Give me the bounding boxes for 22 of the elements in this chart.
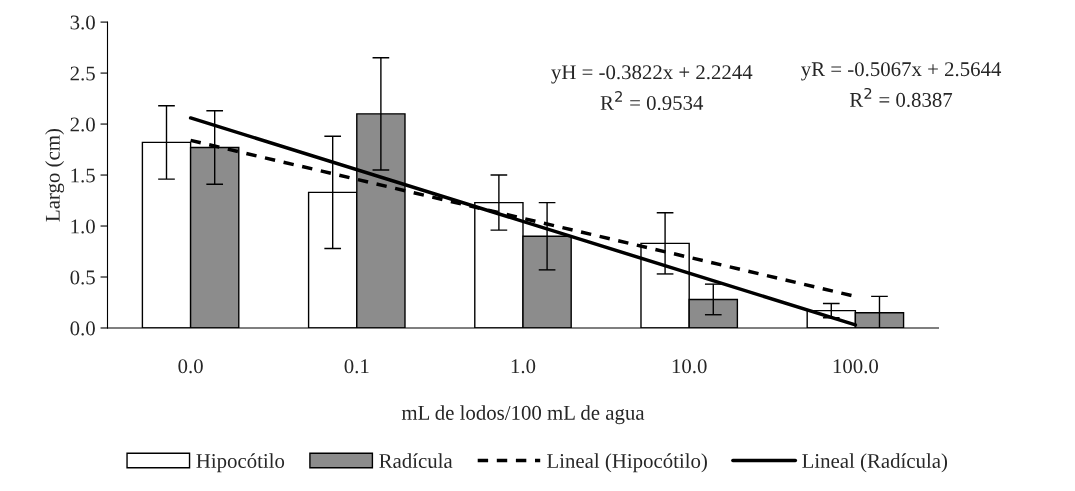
legend-label: Lineal (Hipocótilo) (547, 453, 707, 473)
x-tick-label: 0.0 (178, 359, 203, 374)
y-tick-label: 2.5 (70, 66, 95, 81)
annotation: R$^{2}$ = 0.8387 (849, 87, 953, 108)
y-tick-label: 0.5 (70, 270, 95, 285)
legend-label: Hipocótilo (196, 453, 285, 473)
x-axis-title: mL de lodos/100 mL de agua (401, 405, 645, 425)
x-tick-label: 0.1 (344, 359, 369, 374)
y-tick-label: 1.0 (71, 219, 95, 234)
legend-label: Radícula (379, 453, 453, 469)
legend-label: Lineal (Radícula) (802, 453, 948, 473)
x-tick-label: 100.0 (833, 359, 879, 374)
annotation: R$^{2}$ = 0.9534 (600, 90, 704, 111)
x-tick-label: 1.0 (511, 359, 536, 374)
y-tick-label: 3.0 (70, 15, 95, 30)
annotation: yR = -0.5067x + 2.5644 (801, 62, 1002, 81)
y-tick-label: 0.0 (70, 321, 95, 336)
y-tick-label: 2.0 (70, 117, 95, 132)
annotation: yH = -0.3822x + 2.2244 (551, 65, 753, 84)
y-axis-title: Largo (cm) (45, 129, 65, 222)
x-tick-label: 10.0 (672, 359, 707, 374)
y-tick-label: 1.5 (71, 168, 95, 183)
